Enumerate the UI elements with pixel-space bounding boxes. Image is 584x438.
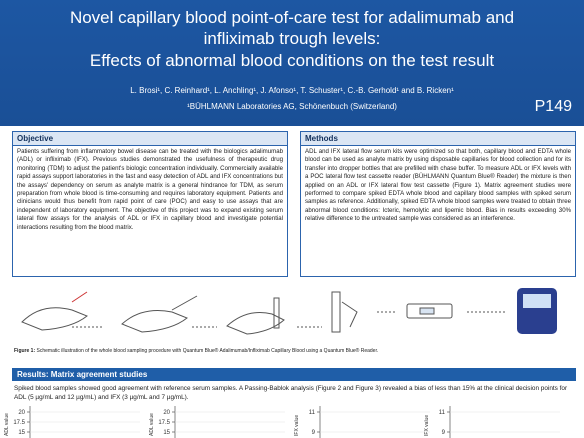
objective-box: Objective Patients suffering from inflam…	[12, 131, 288, 277]
methods-box: Methods ADL and IFX lateral flow serum k…	[300, 131, 576, 277]
reader-screen	[523, 294, 551, 308]
y-tick-label: 9	[442, 430, 446, 436]
capillary	[171, 295, 198, 311]
y-tick-label: 15	[18, 430, 25, 436]
header: Novel capillary blood point-of-care test…	[0, 0, 584, 126]
figure-illustration	[21, 288, 557, 335]
y-tick-label: 15	[163, 430, 170, 436]
title-line: Effects of abnormal blood conditions on …	[89, 51, 495, 70]
title-line: Novel capillary blood point-of-care test…	[69, 8, 515, 27]
y-tick-label: 9	[312, 430, 316, 436]
y-tick-label: 20	[163, 410, 170, 416]
title-line: infliximab trough levels:	[203, 29, 381, 48]
y-tick-label: 17.5	[13, 420, 25, 426]
y-axis-label: ADL value	[4, 413, 10, 436]
section-heading: Methods	[301, 132, 575, 146]
section-text: Patients suffering from inflammatory bow…	[17, 148, 283, 231]
y-tick-label: 11	[439, 410, 446, 416]
affiliation: ¹BÜHLMANN Laboratories AG, Schönenbuch (…	[187, 102, 397, 111]
dropper-bottle	[331, 291, 341, 333]
hand	[341, 301, 358, 328]
figure-caption: Figure 1: Schematic illustration of the …	[14, 348, 378, 354]
hand	[121, 310, 188, 333]
caption-text: Schematic illustration of the whole bloo…	[36, 348, 379, 354]
caption-label: Figure 1:	[14, 348, 36, 354]
bottle	[273, 297, 280, 329]
arrow	[72, 311, 507, 328]
lancet	[71, 291, 88, 303]
poster-id: P149	[534, 98, 572, 115]
hand	[226, 312, 285, 335]
hand	[21, 307, 88, 331]
y-axis-label: ADL value	[149, 413, 155, 436]
section-text: Spiked blood samples showed good agreeme…	[14, 385, 568, 401]
plots: ADL value 20 17.5 15 ADL value 20 17.5 15 IFX va…	[4, 406, 560, 438]
y-tick-label: 20	[18, 410, 25, 416]
section-heading: Results: Matrix agreement studies	[12, 368, 576, 381]
section-text: ADL and IFX lateral flow serum kits were…	[305, 148, 571, 223]
y-axis-label: IFX value	[424, 415, 430, 436]
authors: L. Brosi¹, C. Reinhard¹, L. Anchling¹, J…	[130, 86, 454, 95]
y-axis-label: IFX value	[294, 415, 300, 436]
cassette-window	[419, 307, 435, 315]
y-tick-label: 17.5	[158, 420, 170, 426]
cassette	[406, 303, 453, 319]
section-heading: Objective	[13, 132, 287, 146]
y-tick-label: 11	[309, 410, 316, 416]
